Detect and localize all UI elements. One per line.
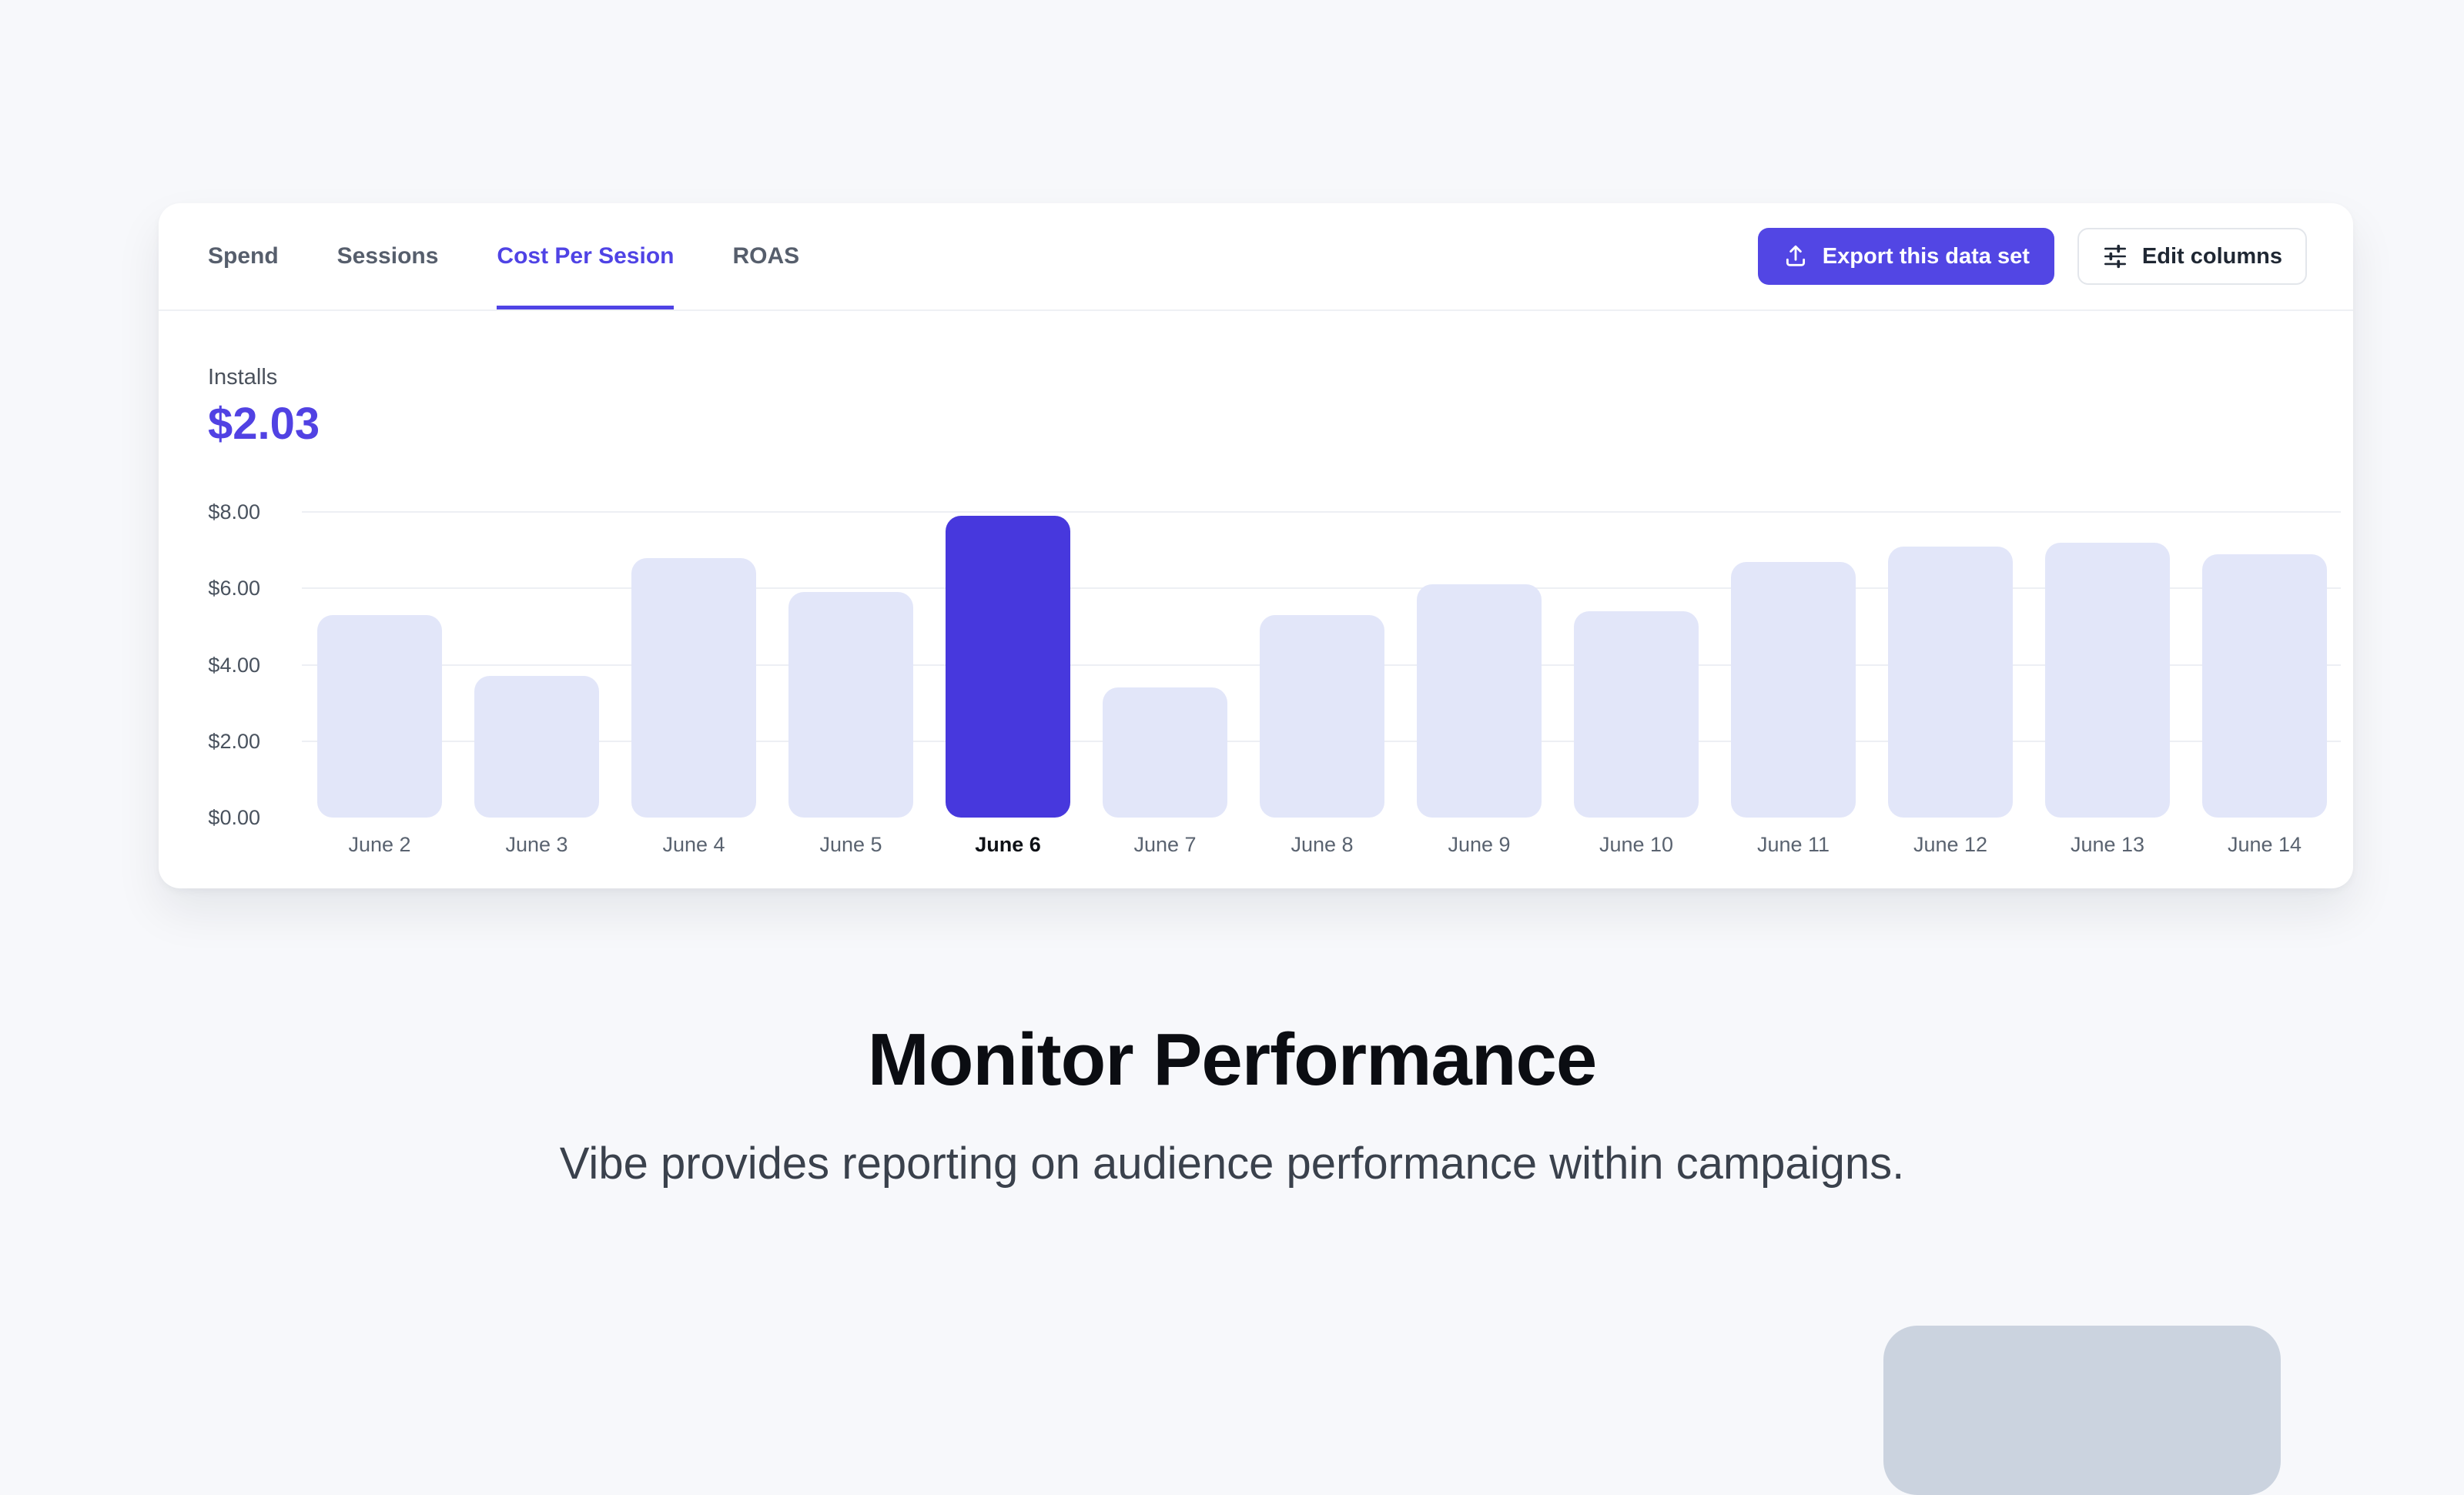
metric-label: Installs	[208, 365, 278, 390]
bar-june-14[interactable]	[2202, 554, 2327, 818]
x-axis-label: June 5	[819, 833, 882, 856]
bar-june-8[interactable]	[1260, 615, 1384, 818]
x-axis-label: June 13	[2070, 833, 2145, 856]
y-axis-tick-label: $8.00	[208, 500, 260, 523]
tab-sessions[interactable]: Sessions	[336, 243, 439, 269]
edit-columns-button[interactable]: Edit columns	[2077, 228, 2307, 285]
bar-june-6[interactable]	[946, 515, 1070, 818]
chart-gridline	[302, 511, 2341, 513]
bar-june-11[interactable]	[1731, 561, 1856, 818]
bar-june-7[interactable]	[1103, 687, 1227, 818]
page-subtitle: Vibe provides reporting on audience perf…	[559, 1139, 1905, 1189]
card-header: Spend Sessions Cost Per Sesion ROAS Expo…	[159, 203, 2353, 311]
header-actions: Export this data set Edit columns	[1757, 203, 2307, 309]
y-axis-tick-label: $0.00	[208, 806, 260, 829]
x-axis-label: June 11	[1756, 833, 1830, 856]
bar-june-5[interactable]	[788, 592, 913, 818]
bar-june-12[interactable]	[1888, 546, 2013, 818]
y-axis-tick-label: $2.00	[208, 729, 260, 753]
export-data-button-label: Export this data set	[1822, 243, 2030, 269]
bar-june-3[interactable]	[474, 676, 599, 818]
edit-columns-button-label: Edit columns	[2141, 243, 2282, 269]
metric-block: Installs $2.03	[159, 311, 2353, 450]
bar-june-2[interactable]	[317, 615, 442, 818]
hero-section: Monitor Performance Vibe provides report…	[0, 1018, 2464, 1189]
upload-icon	[1783, 243, 1809, 269]
bar-june-13[interactable]	[2045, 542, 2170, 818]
tab-spend[interactable]: Spend	[208, 243, 279, 269]
tab-roas[interactable]: ROAS	[732, 243, 800, 269]
bar-june-9[interactable]	[1417, 584, 1542, 818]
x-axis-label: June 10	[1599, 833, 1674, 856]
x-axis-label: June 4	[662, 833, 725, 856]
export-data-button[interactable]: Export this data set	[1757, 228, 2054, 285]
x-axis-label: June 3	[505, 833, 568, 856]
x-axis-label: June 2	[348, 833, 411, 856]
tab-bar: Spend Sessions Cost Per Sesion ROAS	[208, 203, 799, 309]
bar-june-4[interactable]	[631, 557, 756, 818]
x-axis-label: June 9	[1448, 833, 1511, 856]
bar-june-10[interactable]	[1574, 611, 1699, 818]
y-axis-tick-label: $4.00	[208, 653, 260, 677]
decorative-card	[1883, 1326, 2281, 1495]
x-axis-label: June 14	[2227, 833, 2302, 856]
x-axis-label: June 8	[1291, 833, 1354, 856]
metric-value: $2.03	[208, 399, 320, 449]
x-axis-label: June 7	[1133, 833, 1197, 856]
chart-gridline	[302, 587, 2341, 590]
tab-cost-per-session[interactable]: Cost Per Sesion	[497, 203, 675, 309]
x-axis-label: June 12	[1913, 833, 1988, 856]
x-axis-label: June 6	[975, 833, 1041, 856]
page-title: Monitor Performance	[867, 1018, 1597, 1101]
bar-chart: $0.00 $2.00 $4.00 $6.00 $8.00 June 2 June 3 Ju…	[159, 500, 2353, 856]
analytics-card: Spend Sessions Cost Per Sesion ROAS Expo…	[159, 203, 2353, 888]
sliders-icon	[2102, 243, 2128, 269]
y-axis-tick-label: $6.00	[208, 577, 260, 600]
